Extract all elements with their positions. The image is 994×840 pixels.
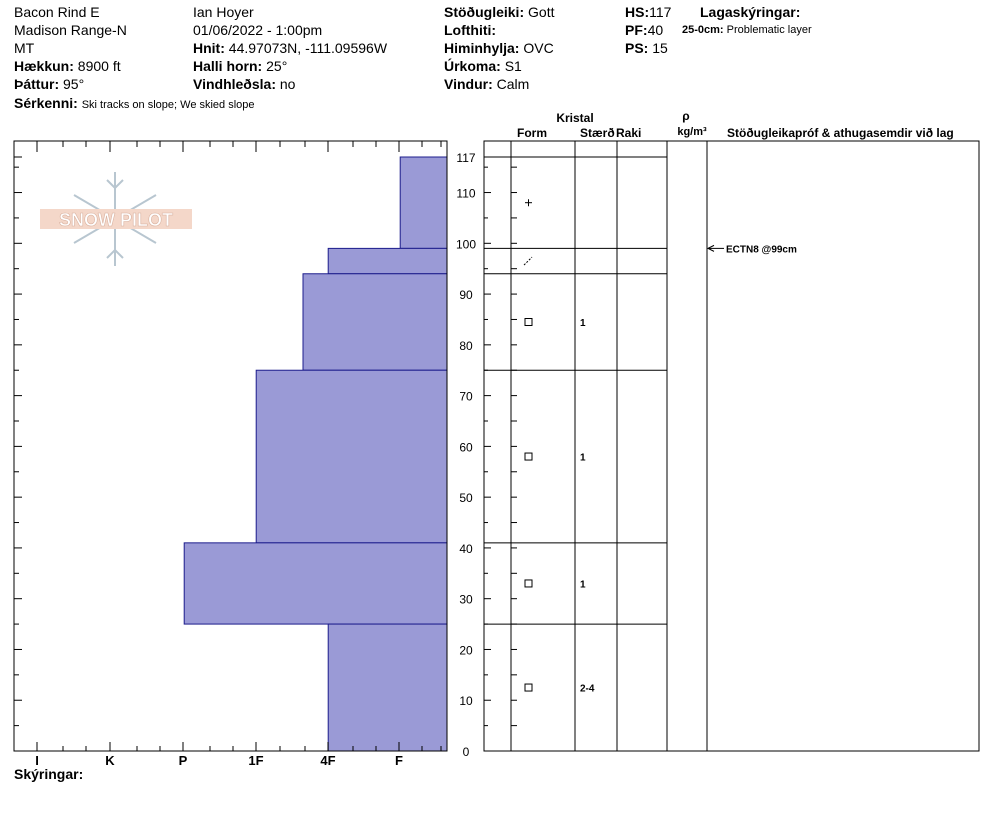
hardness-bar bbox=[183, 542, 448, 625]
crystal-header: Kristal bbox=[556, 111, 593, 125]
hardness-tick-label: I bbox=[35, 753, 39, 768]
hardness-bar bbox=[327, 247, 448, 275]
sky-cover: Himinhylja: OVC bbox=[444, 40, 554, 56]
layer-notes-title: Lagaskýringar: bbox=[700, 4, 801, 20]
depth-tick-label: 70 bbox=[459, 390, 473, 404]
air-temperature: Lofthiti: bbox=[444, 22, 497, 38]
stability-test-label: ECTN8 @99cm bbox=[726, 244, 797, 255]
layer-note: 25-0cm: Problematic layer bbox=[682, 24, 812, 36]
hardness-bar bbox=[255, 369, 448, 544]
hardness-tick-label: 4F bbox=[320, 753, 335, 768]
stability-test-marker: ECTN8 @99cm bbox=[706, 244, 797, 255]
observer-name: Ian Hoyer bbox=[193, 4, 254, 20]
crystal-form-symbol bbox=[524, 452, 533, 461]
features: Sérkenni: Ski tracks on slope; We skied … bbox=[14, 95, 255, 111]
precipitation: Úrkoma: S1 bbox=[444, 58, 522, 74]
size-header: Stærð bbox=[580, 126, 615, 140]
crystal-size: 2-4 bbox=[580, 684, 595, 695]
form-header: Form bbox=[517, 126, 547, 140]
layer-table-frame bbox=[483, 140, 980, 752]
depth-tick-label: 110 bbox=[456, 187, 475, 201]
depth-tick-label: 50 bbox=[459, 491, 473, 505]
hardness-tick-label: 1F bbox=[248, 753, 263, 768]
hardness-axis: I K P 1F 4F F bbox=[35, 742, 442, 768]
hardness-bar bbox=[399, 156, 448, 249]
hardness-tick-label: K bbox=[105, 753, 115, 768]
depth-tick-label: 20 bbox=[459, 643, 473, 657]
hardness-bar bbox=[302, 273, 448, 371]
snow-height: HS:117 bbox=[625, 4, 672, 20]
aspect: Þáttur: 95° bbox=[14, 76, 85, 92]
crystal-form-symbol bbox=[524, 683, 533, 692]
hardness-tick-label: P bbox=[179, 753, 188, 768]
depth-tick-label: 0 bbox=[463, 745, 470, 759]
depth-tick-label: 90 bbox=[459, 288, 473, 302]
depth-tick-label: 10 bbox=[459, 694, 473, 708]
ski-penetration: PS: 15 bbox=[625, 40, 668, 56]
crystal-form-symbol bbox=[523, 256, 533, 266]
depth-tick-label: 40 bbox=[459, 542, 473, 556]
layer-table-rows: 1 1 1 2-4 bbox=[484, 156, 667, 695]
depth-tick-label: 117 bbox=[456, 151, 475, 165]
crystal-size: 1 bbox=[580, 453, 586, 464]
hardness-tick-label: F bbox=[395, 753, 403, 768]
stability-tests: ECTN8 @99cm bbox=[706, 244, 797, 255]
foot-penetration: PF:40 bbox=[625, 22, 664, 38]
wind-loading: Vindhleðsla: no bbox=[193, 76, 296, 92]
legend-label: Skýringar: bbox=[14, 766, 84, 782]
hardness-bar bbox=[327, 623, 448, 752]
elevation: Hækkun: 8900 ft bbox=[14, 58, 121, 74]
depth-tick-label: 80 bbox=[459, 339, 473, 353]
depth-tick-label: 100 bbox=[456, 237, 476, 251]
crystal-form-symbol bbox=[524, 318, 533, 326]
wind: Vindur: Calm bbox=[444, 76, 530, 92]
crystal-form-symbol bbox=[524, 579, 533, 588]
moisture-header: Raki bbox=[616, 126, 641, 140]
depth-axis: 0 10 20 30 40 50 60 70 80 90 100 110 117 bbox=[14, 151, 491, 759]
hardness-bars bbox=[183, 156, 448, 752]
range-name: Madison Range-N bbox=[14, 22, 127, 38]
snowpilot-logo: SNOW PILOT bbox=[40, 172, 192, 266]
coordinates: Hnit: 44.97073N, -111.09596W bbox=[193, 40, 388, 56]
crystal-size: 1 bbox=[580, 318, 586, 329]
slope-angle: Halli horn: 25° bbox=[193, 58, 288, 74]
density-header: kg/m³ bbox=[677, 126, 707, 138]
rho-header: ρ bbox=[682, 109, 689, 123]
location-name: Bacon Rind E bbox=[14, 4, 100, 20]
observation-datetime: 01/06/2022 - 1:00pm bbox=[193, 22, 323, 38]
comments-header: Stöðugleikapróf & athugasemdir við lag bbox=[727, 126, 954, 140]
crystal-size: 1 bbox=[580, 579, 586, 590]
crystal-form-symbol bbox=[525, 199, 532, 207]
depth-tick-label: 60 bbox=[459, 440, 473, 454]
state-name: MT bbox=[14, 40, 35, 56]
depth-tick-label: 30 bbox=[459, 593, 473, 607]
snowpilot-logo-text: SNOW PILOT bbox=[59, 210, 173, 230]
stability: Stöðugleiki: Gott bbox=[444, 4, 555, 20]
